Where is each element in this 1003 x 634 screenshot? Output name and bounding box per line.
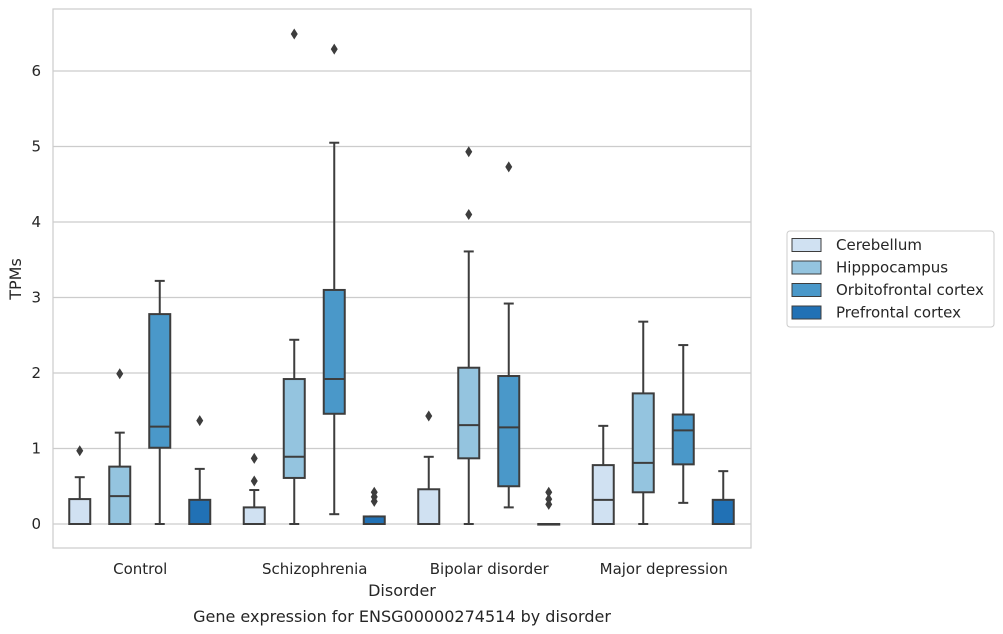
iqr-box [188,498,212,525]
iqr-box [322,288,346,415]
outlier-point [545,486,553,498]
y-axis-title: TPMs [6,258,25,301]
series-3-boxes [188,415,735,526]
iqr-box [242,506,266,526]
outlier-point [250,475,258,487]
box-1-0 [108,368,132,525]
legend-swatch [791,238,822,252]
y-tick-label: 3 [31,289,41,307]
outlier-point [250,452,258,464]
box-0-0 [68,445,92,525]
outlier-point [330,43,338,55]
iqr-box [68,498,92,525]
outlier-point [116,368,124,380]
y-tick-label: 5 [31,138,41,156]
box-2-0 [148,279,172,525]
legend-swatch [791,283,822,297]
outlier-point [290,28,298,40]
outlier-point [196,415,204,427]
box-3-0 [188,415,212,525]
legend-swatch [791,260,822,275]
y-tick-label: 2 [31,364,41,382]
iqr-box [591,464,615,525]
legend-label: Prefrontal cortex [836,304,961,322]
iqr-box [671,413,695,466]
legend-frame [786,230,995,328]
box-1-1 [282,28,306,525]
box-1-2 [457,146,481,525]
box-3-1 [362,486,386,526]
box-2-2 [497,161,521,509]
x-tick-label: Control [113,560,167,578]
iqr-box [282,378,306,479]
box-series-group [68,28,735,526]
iqr-box [417,488,441,525]
iqr-box [711,498,735,525]
legend-label: Hipppocampus [836,259,948,277]
box-0-2 [417,410,441,525]
outlier-point [505,161,513,173]
legend-label: Cerebellum [836,236,922,254]
box-0-3 [591,424,615,525]
y-tick-label: 0 [31,515,41,533]
iqr-box [457,366,481,460]
x-tick-labels: Control Schizophrenia Bipolar disorder Majo… [113,560,728,578]
legend-swatch [791,305,822,320]
x-tick-label: Major depression [600,560,728,578]
y-tick-label: 6 [31,62,41,80]
box-3-3 [711,470,735,525]
plot-frame [52,8,752,549]
iqr-box [362,515,386,526]
y-tick-labels: 0 1 2 3 4 5 6 [31,62,41,533]
outlier-point [465,146,473,158]
legend-label: Orbitofrontal cortex [836,281,984,299]
box-1-3 [631,320,655,525]
box-3-2 [537,486,561,526]
x-axis-title: Disorder [368,581,436,600]
outlier-point [545,493,553,505]
outlier-point [370,486,378,498]
box-2-1 [322,43,346,516]
x-tick-label: Schizophrenia [262,560,367,578]
outlier-point [76,445,84,457]
series-2-boxes [148,43,695,525]
outlier-point [425,410,433,422]
box-0-1 [242,452,266,526]
series-1-boxes [108,28,655,525]
y-tick-label: 1 [31,440,41,458]
chart-caption: Gene expression for ENSG00000274514 by d… [193,607,611,626]
y-tick-label: 4 [31,213,41,231]
iqr-box [148,313,172,449]
x-tick-label: Bipolar disorder [430,560,550,578]
legend: Cerebellum Hipppocampus Orbitofrontal cort… [786,230,995,328]
iqr-box [497,375,521,488]
iqr-box [631,392,655,494]
series-0-boxes [68,410,615,526]
outlier-point [465,208,473,220]
box-2-3 [671,344,695,504]
